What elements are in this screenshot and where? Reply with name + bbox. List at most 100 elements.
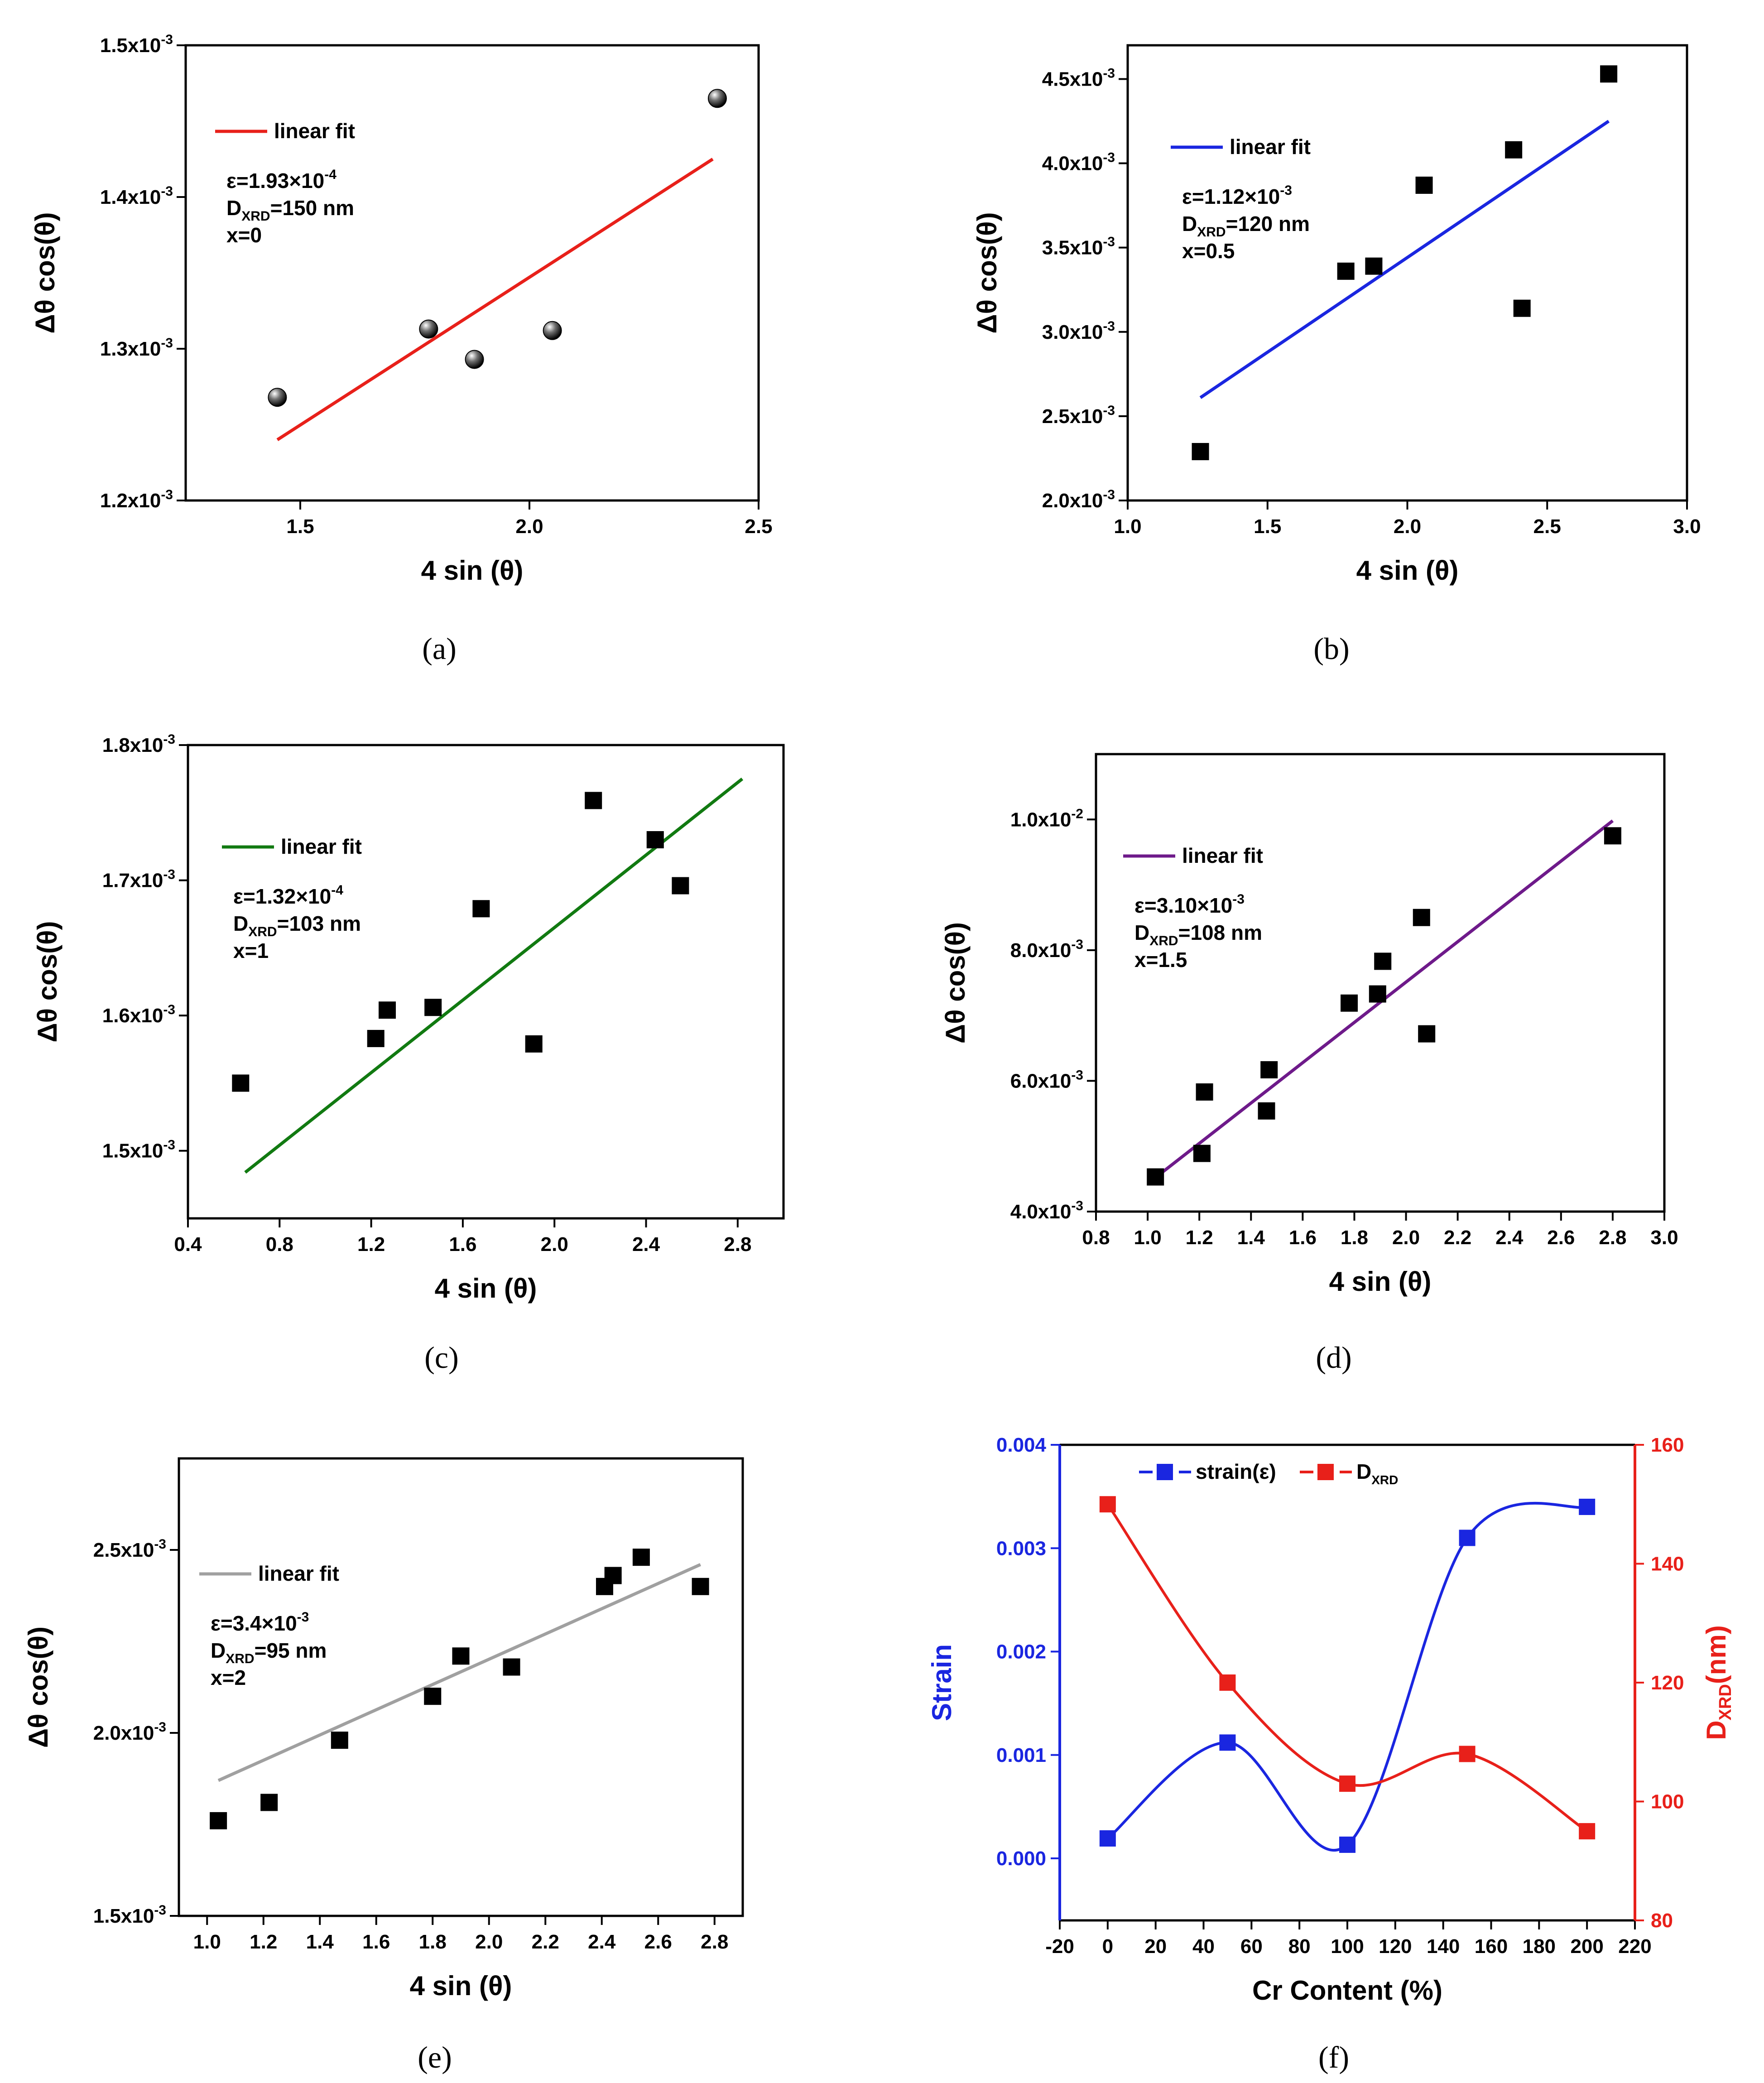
data-point [232,1074,250,1092]
x-tick-label: 2.5 [1533,515,1561,538]
data-point [424,1688,442,1705]
data-point [692,1578,709,1595]
panel-e-caption: (e) [418,2040,452,2074]
data-point [1604,827,1621,845]
data-point [1374,953,1392,970]
y-tick-label: 3.5x10-3 [1042,235,1115,259]
series-marker-strain [1219,1734,1236,1751]
x-tick-label: 160 [1475,1935,1508,1958]
data-point [1258,1102,1275,1120]
x-tick-label: 60 [1240,1935,1263,1958]
y-tick-label: 1.5x10-3 [93,1903,166,1927]
size-annotation: DXRD=95 nm [211,1639,327,1666]
x-tick-label: 1.5 [286,515,314,538]
right-tick-label: 100 [1651,1791,1684,1813]
series-line-strain [1106,1501,1587,1852]
y-tick-label: 8.0x10-3 [1010,937,1083,962]
series-marker-dxrd [1579,1823,1596,1840]
x-tick-label: 100 [1331,1935,1364,1958]
strain-annotation: ε=1.12×10-3 [1182,183,1292,208]
y-tick-label: 2.0x10-3 [93,1720,166,1744]
data-point [1193,1145,1211,1162]
data-point [646,831,664,848]
legend-label-strain: strain(ε) [1196,1460,1276,1483]
data-point [1413,909,1430,926]
data-point [379,1001,396,1019]
right-tick-label: 140 [1651,1553,1684,1575]
y-axis-title: Δθ cos(θ) [23,1626,53,1748]
x-tick-label: 1.6 [362,1931,390,1953]
left-tick-label: 0.001 [996,1744,1046,1766]
series-marker-strain [1099,1830,1116,1847]
x-tick-label: 2.2 [1444,1227,1471,1249]
data-point [1415,176,1433,194]
size-annotation: DXRD=120 nm [1182,212,1310,240]
data-point [525,1035,543,1053]
y-tick-label: 4.5x10-3 [1042,66,1115,90]
left-tick-label: 0.000 [996,1847,1046,1870]
y-tick-label: 1.8x10-3 [102,732,175,756]
x-axis-title: 4 sin (θ) [435,1273,537,1304]
data-point [707,89,727,108]
y-tick-label: 2.5x10-3 [1042,403,1115,428]
x-tick-label: 0.4 [174,1233,202,1256]
panel-a-caption: (a) [422,631,456,666]
x-tick-label: 2.0 [541,1233,568,1256]
x-tick-label: 3.0 [1673,515,1701,538]
x-tick-label: 220 [1618,1935,1651,1958]
x-tick-label: 1.4 [1237,1227,1265,1249]
legend-label: linear fit [274,119,355,143]
x-tick-label: 1.2 [250,1931,277,1953]
x-tick-label: 20 [1144,1935,1167,1958]
x-tick-label: 1.0 [193,1931,221,1953]
series-marker-strain [1459,1530,1476,1546]
data-point [419,319,438,339]
x-tick-label: 1.0 [1114,515,1141,538]
size-annotation: DXRD=108 nm [1134,921,1262,948]
panel-e-chart: 1.0 1.2 1.4 1.6 1.8 2.0 2.2 2.4 2.6 2.8 1.5x10-3 2.… [23,1457,744,2001]
x-tick-label: 40 [1192,1935,1215,1958]
x-tick-label: 2.5 [745,515,772,538]
data-point [260,1794,278,1811]
right-axis-title: DXRD(nm) [1701,1625,1735,1740]
y-tick-label: 4.0x10-3 [1010,1198,1083,1223]
x-tick-label: 1.4 [306,1931,334,1953]
x-tick-label: 1.2 [1186,1227,1213,1249]
y-tick-label: 1.2x10-3 [100,487,173,512]
x-tick-label: 2.8 [1599,1227,1626,1249]
x-tick-label: 0.8 [1082,1227,1110,1249]
strain-annotation: ε=1.32×10-4 [233,883,343,908]
x-tick-label: 2.2 [532,1931,559,1953]
x-tick-label: 1.6 [449,1233,476,1256]
legend-label: linear fit [258,1562,339,1585]
y-axis-title: Δθ cos(θ) [32,921,62,1042]
x-tick-label: 2.0 [1392,1227,1420,1249]
y-axis-title: Δθ cos(θ) [940,922,971,1044]
data-point [1260,1061,1278,1078]
data-point [1418,1025,1436,1043]
y-tick-label: 4.0x10-3 [1042,150,1115,175]
composition-annotation: x=0 [226,223,262,247]
composition-annotation: x=1.5 [1134,948,1187,972]
x-axis-title: 4 sin (θ) [1329,1266,1432,1297]
left-tick-label: 0.004 [996,1434,1047,1456]
composition-annotation: x=1 [233,939,269,962]
x-tick-label: 180 [1523,1935,1556,1958]
data-point [672,877,689,895]
x-axis-title: Cr Content (%) [1252,1975,1442,2006]
x-tick-label: 2.0 [515,515,543,538]
series-marker-strain [1579,1498,1596,1515]
data-point [1505,141,1523,159]
right-tick-label: 120 [1651,1672,1684,1694]
y-tick-label: 1.5x10-3 [102,1138,175,1162]
x-axis-title: 4 sin (θ) [421,555,524,586]
x-tick-label: 2.4 [1495,1227,1524,1249]
x-tick-label: 2.0 [475,1931,503,1953]
strain-annotation: ε=3.10×10-3 [1134,892,1245,917]
x-tick-label: 1.6 [1289,1227,1317,1249]
data-point [1513,299,1531,317]
data-point [503,1658,520,1676]
y-tick-label: 3.0x10-3 [1042,319,1115,343]
series-marker-dxrd [1219,1674,1236,1691]
